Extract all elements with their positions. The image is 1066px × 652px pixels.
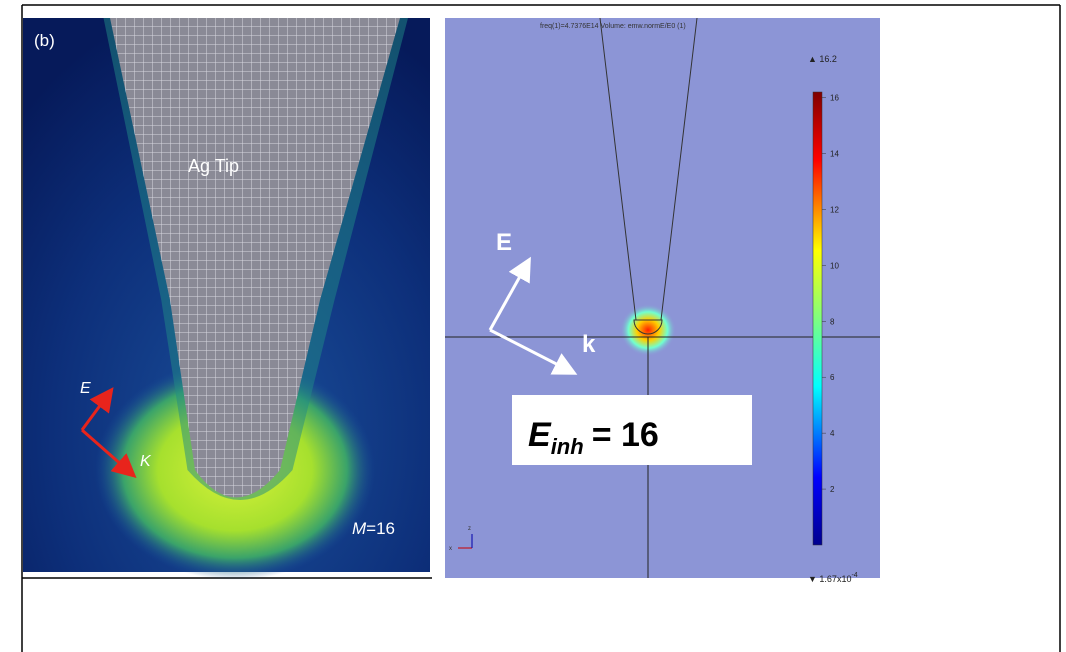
colorbar bbox=[813, 92, 822, 545]
panel-label: (b) bbox=[34, 31, 55, 50]
k-label: K bbox=[140, 453, 152, 470]
colorbar-tick-label: 2 bbox=[830, 485, 835, 494]
e-label: E bbox=[80, 380, 91, 397]
tip-label: Ag Tip bbox=[188, 156, 239, 176]
m-label: M=16 bbox=[352, 519, 395, 538]
formula-rhs: = 16 bbox=[592, 416, 659, 454]
right-panel: freq(1)=4.7376E14 Volume: emw.normE/E0 (… bbox=[445, 18, 880, 584]
figure: (b) Ag Tip E K M=16 freq(1)=4.7376E14 Vo… bbox=[0, 0, 1066, 652]
colorbar-tick-label: 12 bbox=[830, 205, 839, 214]
m-var: M bbox=[352, 519, 367, 538]
colorbar-tick-label: 6 bbox=[830, 373, 835, 382]
axis-z: z bbox=[468, 526, 471, 532]
colorbar-tick-label: 14 bbox=[830, 150, 839, 159]
colorbar-min-exp: -4 bbox=[851, 572, 857, 579]
e-label: E bbox=[496, 229, 512, 256]
left-panel: (b) Ag Tip E K M=16 bbox=[23, 18, 430, 580]
colorbar-min: ▼ 1.67x10-4 bbox=[808, 572, 858, 584]
formula: Einh = 16 bbox=[528, 416, 659, 459]
header: freq(1)=4.7376E14 Volume: emw.normE/E0 (… bbox=[540, 23, 686, 30]
formula-subscript: inh bbox=[551, 434, 584, 459]
colorbar-max-value: 16.2 bbox=[819, 54, 837, 64]
formula-symbol: E bbox=[528, 416, 552, 454]
colorbar-max: ▲ 16.2 bbox=[808, 54, 837, 64]
colorbar-tick-label: 16 bbox=[830, 94, 839, 103]
axis-x: x bbox=[449, 546, 452, 552]
m-rest: =16 bbox=[366, 519, 395, 538]
colorbar-tick-label: 8 bbox=[830, 317, 835, 326]
k-label: k bbox=[582, 331, 596, 358]
colorbar-tick-label: 10 bbox=[830, 261, 839, 270]
colorbar-tick-label: 4 bbox=[830, 429, 835, 438]
colorbar-min-base: 1.67x10 bbox=[819, 574, 851, 584]
